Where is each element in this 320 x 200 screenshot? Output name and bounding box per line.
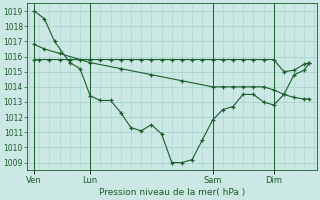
X-axis label: Pression niveau de la mer( hPa ): Pression niveau de la mer( hPa ) — [99, 188, 245, 197]
